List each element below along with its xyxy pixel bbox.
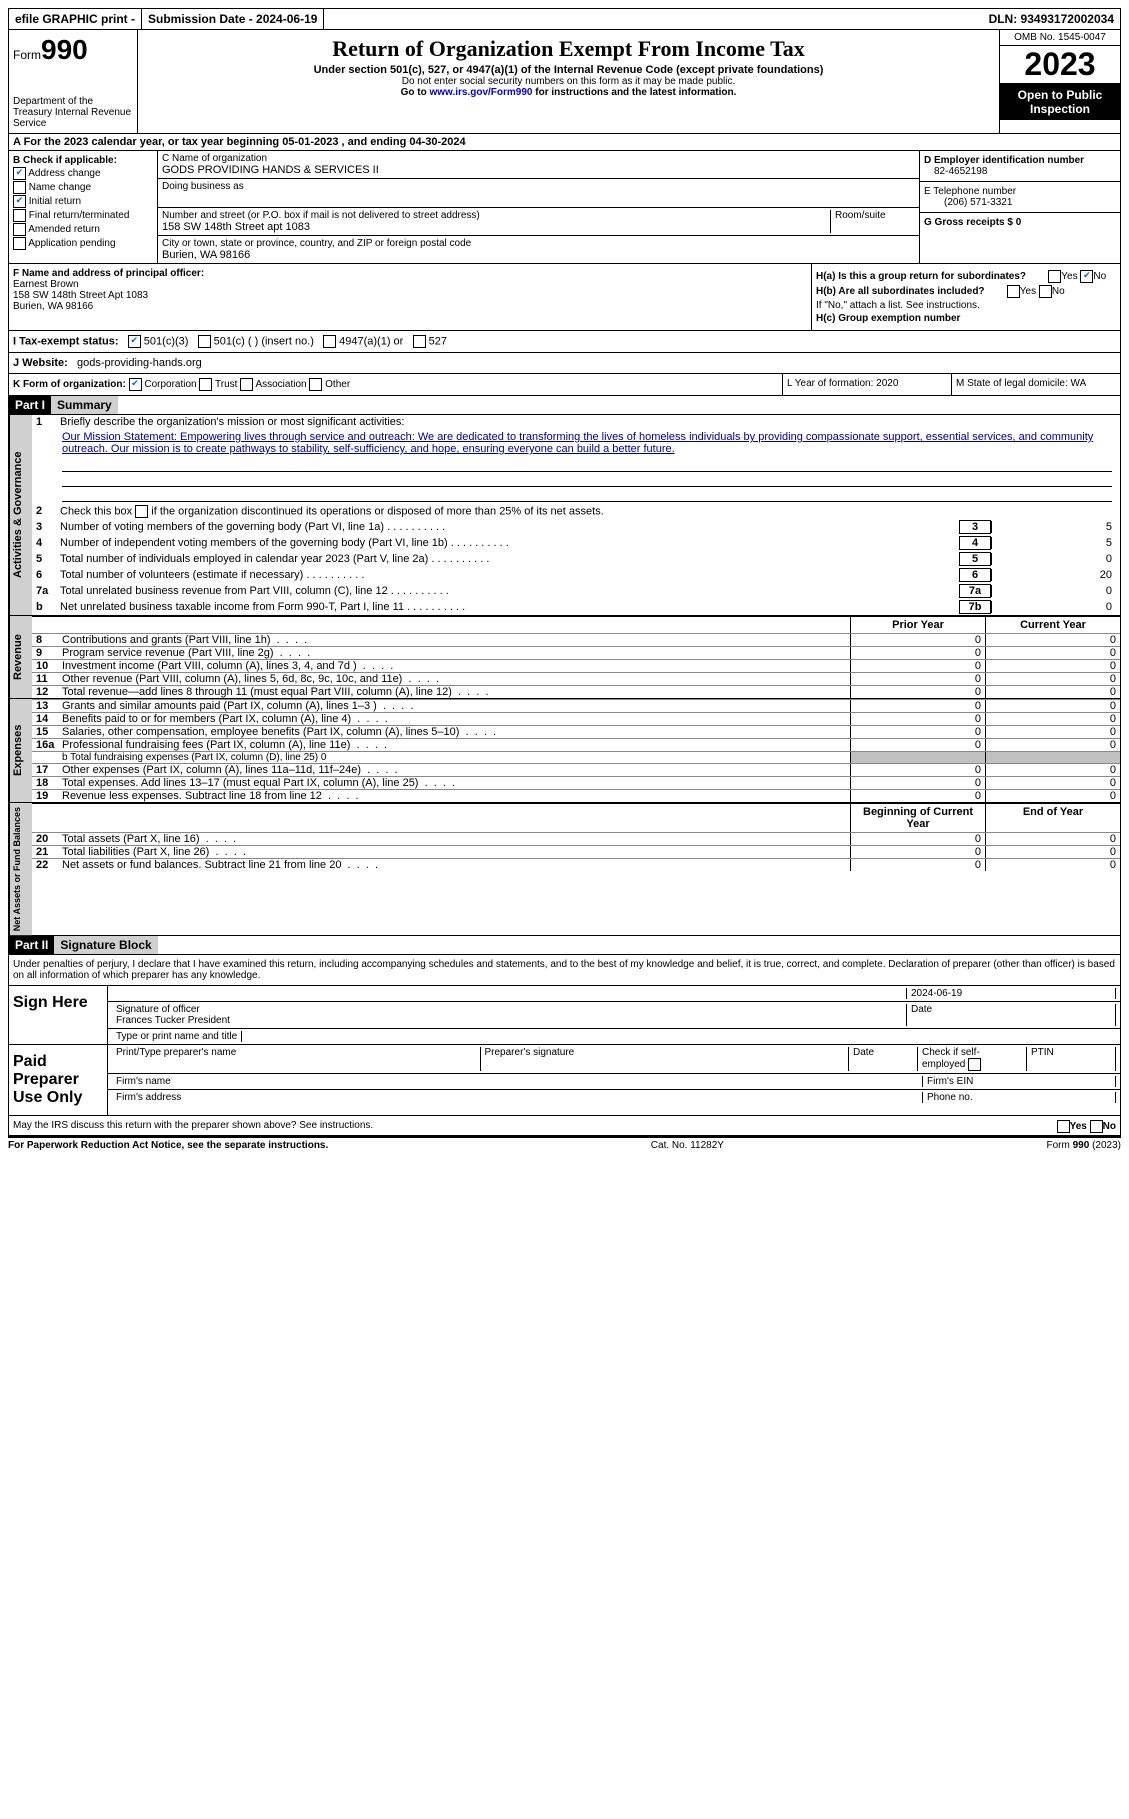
website-value: gods-providing-hands.org — [77, 357, 202, 369]
data-line: 17Other expenses (Part IX, column (A), l… — [32, 763, 1120, 776]
summary-line: 3Number of voting members of the governi… — [32, 519, 1120, 535]
efile-label: efile GRAPHIC print - — [9, 9, 142, 29]
top-bar: efile GRAPHIC print - Submission Date - … — [8, 8, 1121, 30]
irs-link[interactable]: www.irs.gov/Form990 — [429, 87, 532, 98]
irs-no[interactable] — [1090, 1120, 1103, 1133]
check-final-return[interactable] — [13, 209, 26, 222]
irs-discuss-row: May the IRS discuss this return with the… — [8, 1116, 1121, 1136]
perjury-declaration: Under penalties of perjury, I declare th… — [9, 955, 1120, 985]
data-line: 11Other revenue (Part VIII, column (A), … — [32, 672, 1120, 685]
data-line: 16aProfessional fundraising fees (Part I… — [32, 738, 1120, 751]
phone-value: (206) 571-3321 — [924, 197, 1012, 208]
data-line: 14Benefits paid to or for members (Part … — [32, 712, 1120, 725]
row-a-tax-year: A For the 2023 calendar year, or tax yea… — [9, 134, 1120, 151]
check-other[interactable] — [309, 378, 322, 391]
tab-activities-governance: Activities & Governance — [9, 415, 32, 615]
form-subtitle: Under section 501(c), 527, or 4947(a)(1)… — [142, 64, 995, 76]
check-discontinued[interactable] — [135, 505, 148, 518]
ha-no[interactable] — [1080, 270, 1093, 283]
summary-line: 7aTotal unrelated business revenue from … — [32, 583, 1120, 599]
check-501c3[interactable] — [128, 335, 141, 348]
check-name-change[interactable] — [13, 181, 26, 194]
row-i-tax-status: I Tax-exempt status: 501(c)(3) 501(c) ( … — [9, 330, 1120, 352]
data-line: 20Total assets (Part X, line 16) . . . .… — [32, 832, 1120, 845]
check-corp[interactable] — [129, 378, 142, 391]
paid-preparer-label: Paid Preparer Use Only — [9, 1045, 108, 1115]
data-line: 9Program service revenue (Part VIII, lin… — [32, 646, 1120, 659]
sig-date: 2024-06-19 — [907, 988, 1116, 999]
summary-line: 5Total number of individuals employed in… — [32, 551, 1120, 567]
org-street: 158 SW 148th Street apt 1083 — [162, 221, 310, 233]
row-m-state: M State of legal domicile: WA — [952, 374, 1120, 395]
officer-name: Frances Tucker President — [116, 1015, 230, 1026]
data-line: 13Grants and similar amounts paid (Part … — [32, 699, 1120, 712]
gross-receipts: G Gross receipts $ 0 — [924, 217, 1021, 228]
public-inspection: Open to Public Inspection — [1000, 84, 1120, 120]
check-trust[interactable] — [199, 378, 212, 391]
tab-net-assets: Net Assets or Fund Balances — [9, 803, 32, 935]
check-self-employed[interactable] — [968, 1058, 981, 1071]
data-line: 12Total revenue—add lines 8 through 11 (… — [32, 685, 1120, 698]
omb-number: OMB No. 1545-0047 — [1000, 30, 1120, 45]
box-f-officer: F Name and address of principal officer:… — [9, 264, 812, 330]
page-footer: For Paperwork Reduction Act Notice, see … — [8, 1136, 1121, 1153]
part-i-summary: Part ISummary Activities & Governance 1B… — [8, 396, 1121, 936]
part-ii-signature: Part IISignature Block — [8, 936, 1121, 955]
check-initial-return[interactable] — [13, 195, 26, 208]
org-city: Burien, WA 98166 — [162, 249, 250, 261]
dept-label: Department of the Treasury Internal Reve… — [13, 96, 133, 129]
ha-yes[interactable] — [1048, 270, 1061, 283]
hb-yes[interactable] — [1007, 285, 1020, 298]
check-address-change[interactable] — [13, 167, 26, 180]
row-j-website: J Website: gods-providing-hands.org — [9, 352, 1120, 373]
sign-here-label: Sign Here — [9, 986, 108, 1044]
row-l-year: L Year of formation: 2020 — [783, 374, 952, 395]
form-header: Form990 Department of the Treasury Inter… — [8, 30, 1121, 134]
data-line: 19Revenue less expenses. Subtract line 1… — [32, 789, 1120, 802]
data-line: 10Investment income (Part VIII, column (… — [32, 659, 1120, 672]
instructions-note: Go to www.irs.gov/Form990 for instructio… — [142, 87, 995, 98]
check-4947[interactable] — [323, 335, 336, 348]
tab-revenue: Revenue — [9, 616, 32, 698]
hb-no[interactable] — [1039, 285, 1052, 298]
tax-year: 2023 — [1000, 45, 1120, 84]
form-title: Return of Organization Exempt From Incom… — [142, 36, 995, 62]
org-name: GODS PROVIDING HANDS & SERVICES II — [162, 164, 379, 176]
data-line: 8Contributions and grants (Part VIII, li… — [32, 633, 1120, 646]
check-501c[interactable] — [198, 335, 211, 348]
data-line: 21Total liabilities (Part X, line 26) . … — [32, 845, 1120, 858]
check-527[interactable] — [413, 335, 426, 348]
data-line: 22Net assets or fund balances. Subtract … — [32, 858, 1120, 871]
summary-line: 4Number of independent voting members of… — [32, 535, 1120, 551]
ssn-note: Do not enter social security numbers on … — [142, 76, 995, 87]
tab-expenses: Expenses — [9, 699, 32, 802]
data-line: 18Total expenses. Add lines 13–17 (must … — [32, 776, 1120, 789]
check-amended[interactable] — [13, 223, 26, 236]
form-number: Form990 — [13, 34, 133, 66]
check-application-pending[interactable] — [13, 237, 26, 250]
mission-statement: Our Mission Statement: Empowering lives … — [32, 429, 1120, 457]
box-b-checkboxes: B Check if applicable: Address change Na… — [9, 151, 158, 263]
row-k-form-org: K Form of organization: Corporation Trus… — [9, 374, 783, 395]
check-assoc[interactable] — [240, 378, 253, 391]
ein-value: 82-4652198 — [924, 166, 987, 177]
irs-yes[interactable] — [1057, 1120, 1070, 1133]
dln: DLN: 93493172002034 — [983, 9, 1120, 29]
box-d-ein: D Employer identification number82-46521… — [920, 151, 1120, 263]
submission-date: Submission Date - 2024-06-19 — [142, 9, 324, 29]
summary-line: 6Total number of volunteers (estimate if… — [32, 567, 1120, 583]
data-line: 15Salaries, other compensation, employee… — [32, 725, 1120, 738]
box-c-org-info: C Name of organizationGODS PROVIDING HAN… — [158, 151, 920, 263]
box-h-group: H(a) Is this a group return for subordin… — [812, 264, 1120, 330]
summary-line: bNet unrelated business taxable income f… — [32, 599, 1120, 615]
